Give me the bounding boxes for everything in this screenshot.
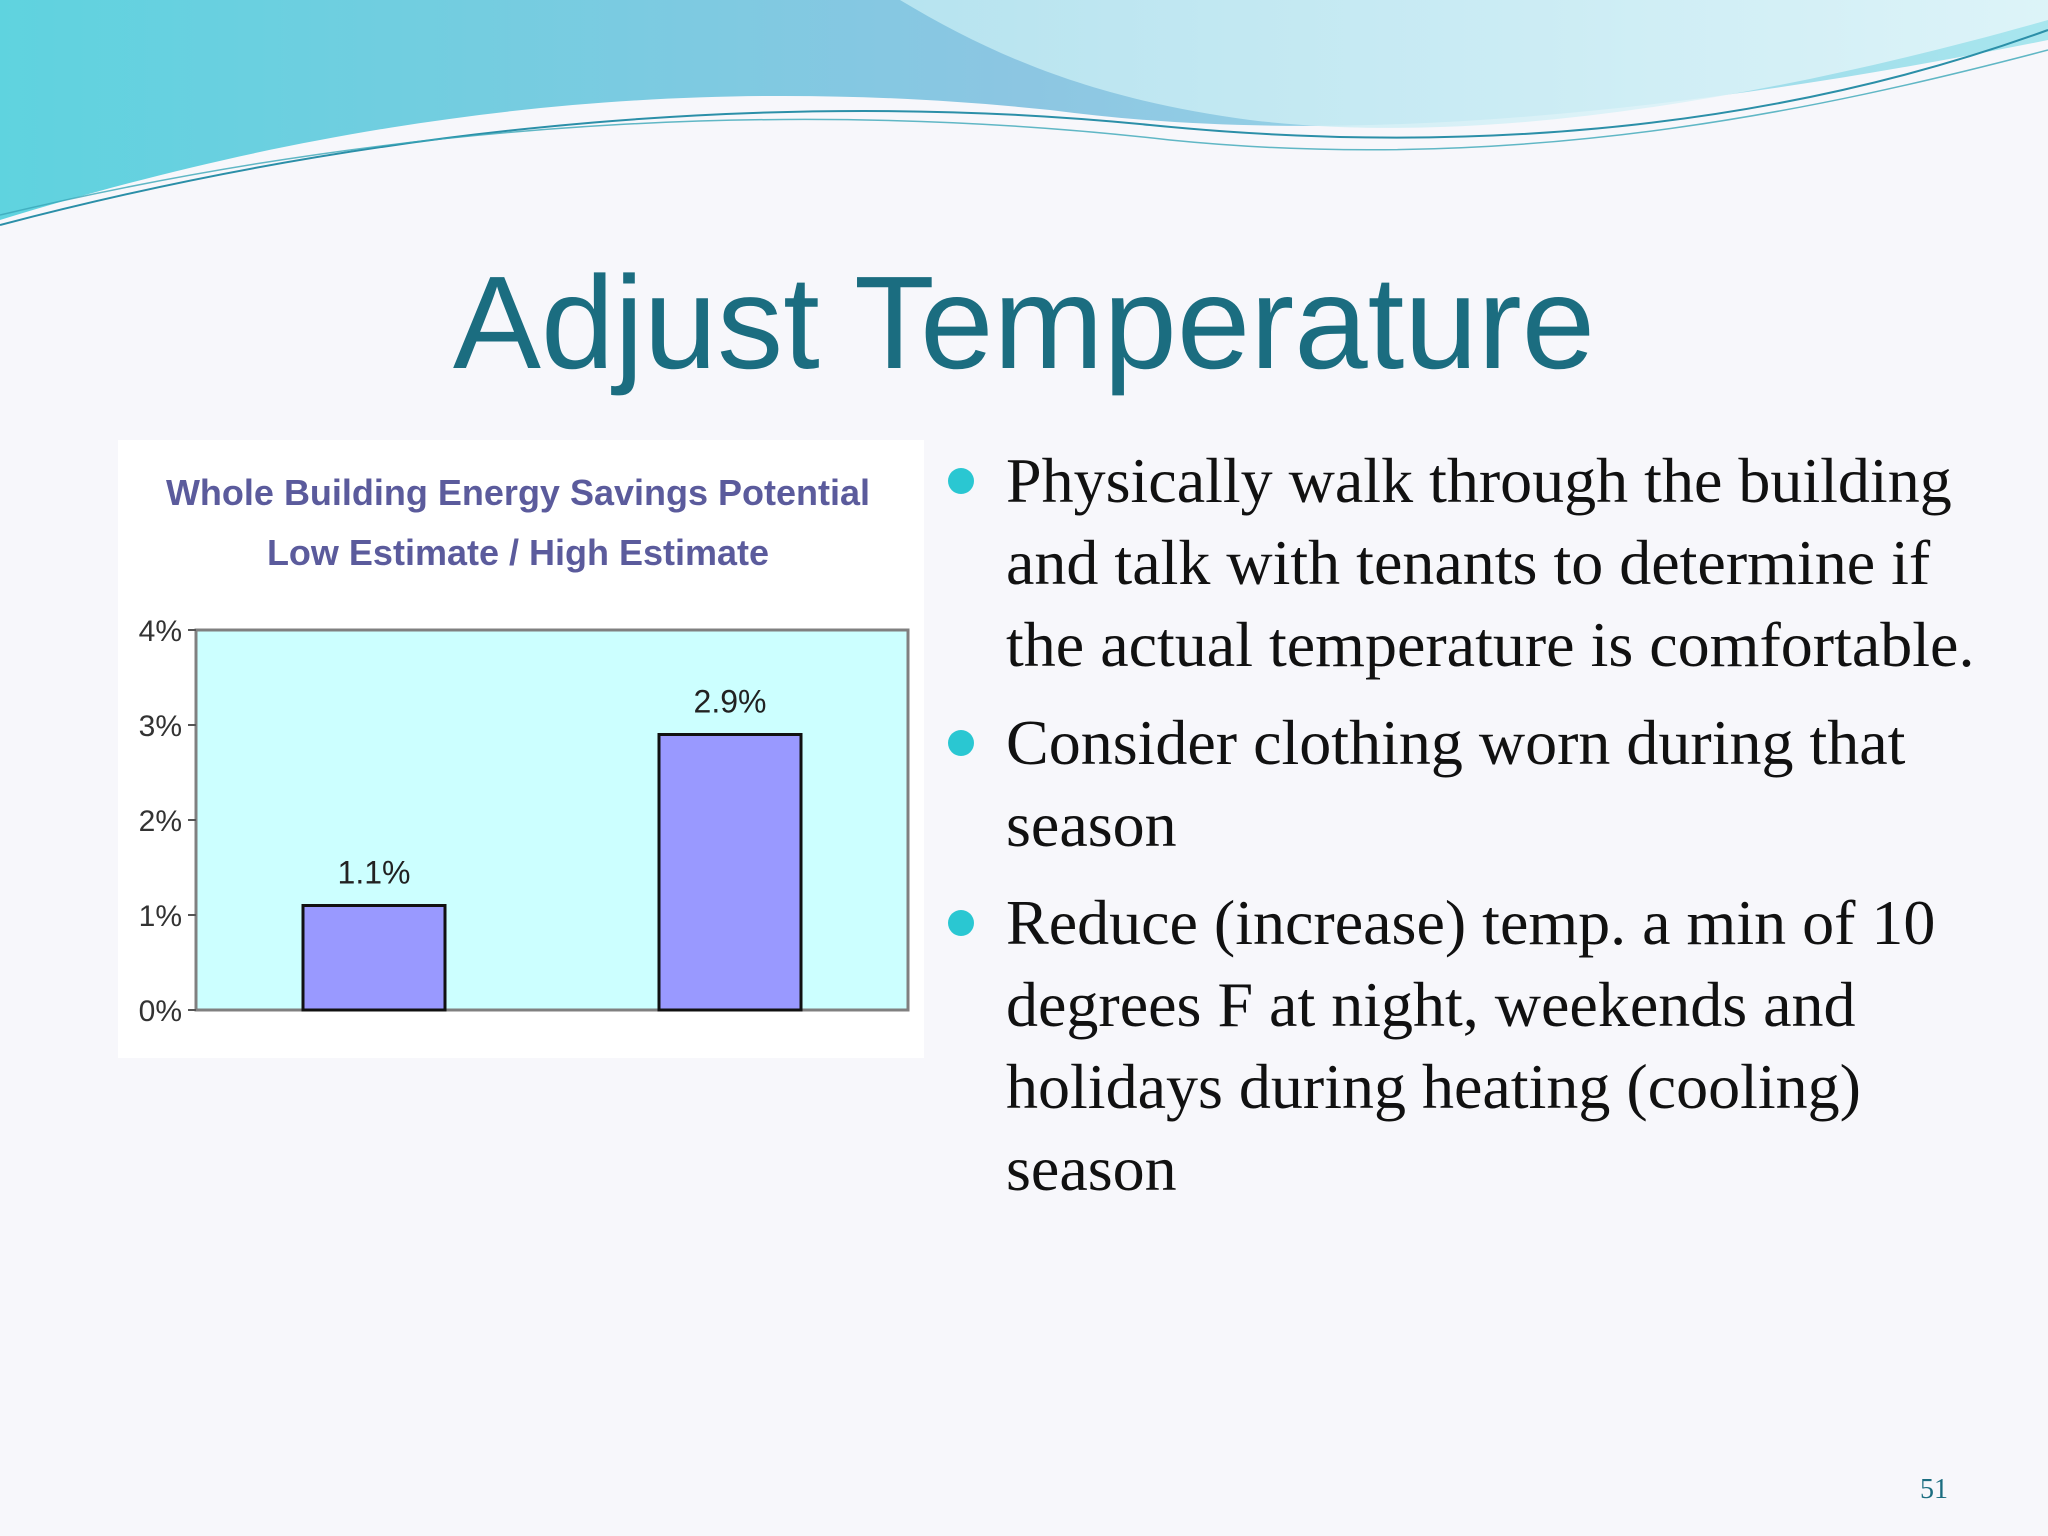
bullet-dot-icon bbox=[948, 730, 974, 756]
bar-data-label: 2.9% bbox=[694, 684, 767, 720]
page-number: 51 bbox=[1920, 1474, 1948, 1505]
bullet-list: Physically walk through the building and… bbox=[940, 440, 2010, 1226]
y-tick-label: 4% bbox=[139, 615, 182, 648]
chart-title-line-1: Whole Building Energy Savings Potential bbox=[166, 472, 870, 513]
chart-svg: Whole Building Energy Savings Potential … bbox=[139, 472, 910, 1028]
bullet-dot-icon bbox=[948, 468, 974, 494]
bar bbox=[301, 904, 447, 1012]
bullet-item: Reduce (increase) temp. a min of 10 degr… bbox=[940, 882, 2010, 1210]
bar bbox=[657, 733, 803, 1012]
bar-data-label: 1.1% bbox=[338, 855, 411, 891]
y-tick-label: 1% bbox=[139, 900, 182, 933]
y-tick-label: 2% bbox=[139, 805, 182, 838]
y-tick-label: 3% bbox=[139, 710, 182, 743]
header-wave-decoration bbox=[0, 0, 2048, 226]
bullet-item: Physically walk through the building and… bbox=[940, 440, 2010, 686]
bullet-text: Reduce (increase) temp. a min of 10 degr… bbox=[1006, 887, 1936, 1204]
bullet-dot-icon bbox=[948, 910, 974, 936]
bullet-text: Consider clothing worn during that seaso… bbox=[1006, 707, 1906, 860]
slide-title: Adjust Temperature bbox=[452, 249, 1596, 396]
chart-title-line-2: Low Estimate / High Estimate bbox=[267, 532, 769, 573]
y-tick-label: 0% bbox=[139, 995, 182, 1028]
energy-savings-chart: Whole Building Energy Savings Potential … bbox=[118, 440, 924, 1058]
bullet-item: Consider clothing worn during that seaso… bbox=[940, 702, 2010, 866]
bullet-text: Physically walk through the building and… bbox=[1006, 445, 1975, 680]
